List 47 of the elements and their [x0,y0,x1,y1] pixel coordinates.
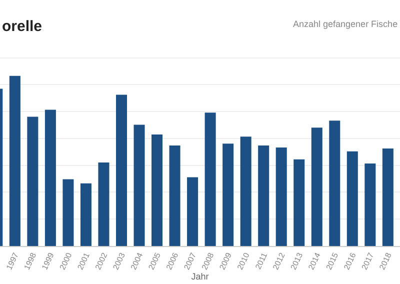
bar [346,151,358,246]
x-axis-title: Jahr [191,271,209,282]
bar [204,112,216,246]
x-tick-label: 2002 [93,250,110,272]
x-tick-label: 2006 [164,250,180,272]
x-tick-label: 2016 [342,250,358,272]
bar [364,163,376,246]
bar [152,134,163,246]
x-tick-label: 2012 [271,250,288,272]
bar [382,148,394,246]
chart-title: orelle [2,18,42,35]
x-tick-label: 2010 [236,250,252,272]
bar [187,177,198,246]
x-tick-label: 2008 [200,250,216,272]
x-tick-label: 2017 [360,250,376,272]
bar [62,179,74,246]
x-tick-label: 2014 [306,250,323,272]
bar [116,94,127,246]
bar [276,147,287,246]
bar [240,136,252,246]
bar [27,116,38,246]
bar [9,76,20,246]
bar [329,120,340,246]
bar [258,145,270,246]
chart-subtitle: Anzahl gefangener Fische [293,19,398,29]
bar [294,159,305,246]
bar [222,144,234,246]
x-tick-label: 1998 [22,250,38,272]
x-tick-label: 1999 [40,250,56,272]
x-tick-label: 2005 [146,250,163,272]
x-tick-label: 2007 [182,250,198,272]
x-tick-label: 2000 [58,250,74,272]
bar [134,124,145,246]
x-tick-label: 2003 [111,250,128,272]
bar [80,183,92,246]
x-tick-label: 2018 [378,250,394,272]
bar [169,145,180,246]
x-tick-label: 2013 [288,250,305,272]
x-tick-label: 2001 [76,250,92,272]
bar [311,128,322,246]
x-tick-label: 2015 [324,250,340,272]
x-tick-label: 2009 [218,250,234,272]
bar [44,110,56,246]
x-tick-label: 2011 [254,250,270,271]
x-tick-label: 2004 [129,250,145,272]
x-tick-label: 1997 [4,250,21,272]
bar [98,162,110,246]
